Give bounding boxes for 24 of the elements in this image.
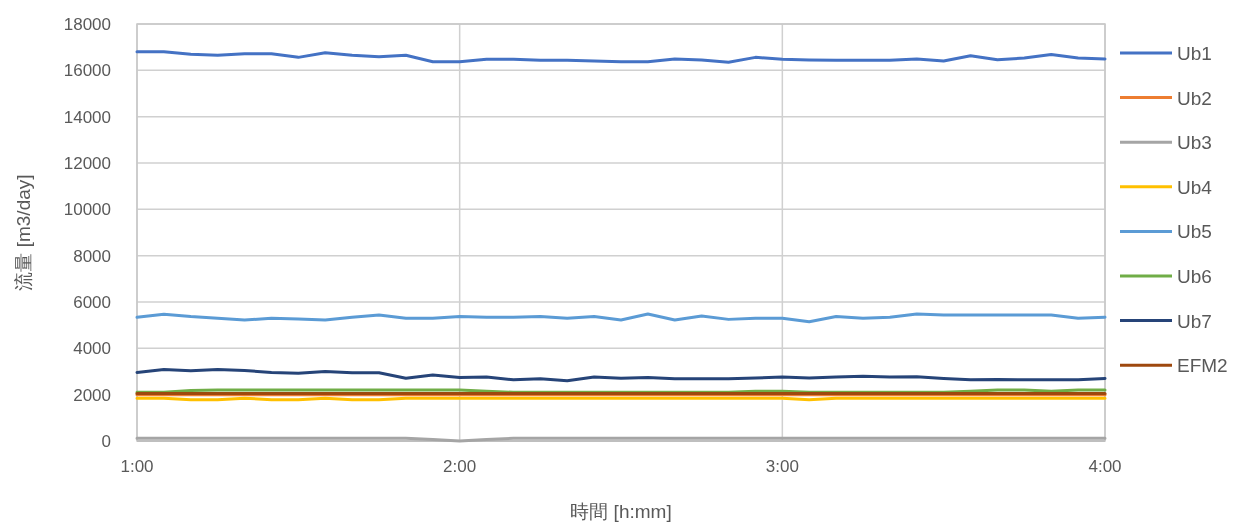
y-tick-label: 2000 [73,385,111,405]
x-tick-label: 3:00 [765,457,799,476]
y-axis-title: 流量 [m3/day] [13,174,34,291]
legend-label: Ub7 [1177,310,1212,332]
x-tick-label: 4:00 [1088,457,1122,476]
y-tick-label: 12000 [63,154,111,173]
y-tick-label: 14000 [63,107,111,127]
y-tick-label: 8000 [73,246,111,266]
legend-label: EFM2 [1177,355,1228,377]
legend-label: Ub4 [1177,176,1213,198]
legend-label: Ub2 [1177,87,1212,109]
x-axis-title: 時間 [h:mm] [570,501,672,522]
legend-label: Ub1 [1177,43,1212,64]
y-tick-label: 4000 [73,339,111,359]
y-tick-label: 16000 [63,61,111,81]
x-tick-label: 1:00 [120,457,154,476]
legend-label: Ub3 [1177,132,1212,154]
y-tick-label: 10000 [63,200,111,220]
legend-label: Ub6 [1177,266,1212,287]
y-tick-label: 6000 [73,293,111,312]
legend-label: Ub5 [1177,221,1212,243]
x-tick-label: 2:00 [443,457,477,476]
y-tick-label: 18000 [63,15,111,34]
y-tick-label: 0 [101,432,111,451]
